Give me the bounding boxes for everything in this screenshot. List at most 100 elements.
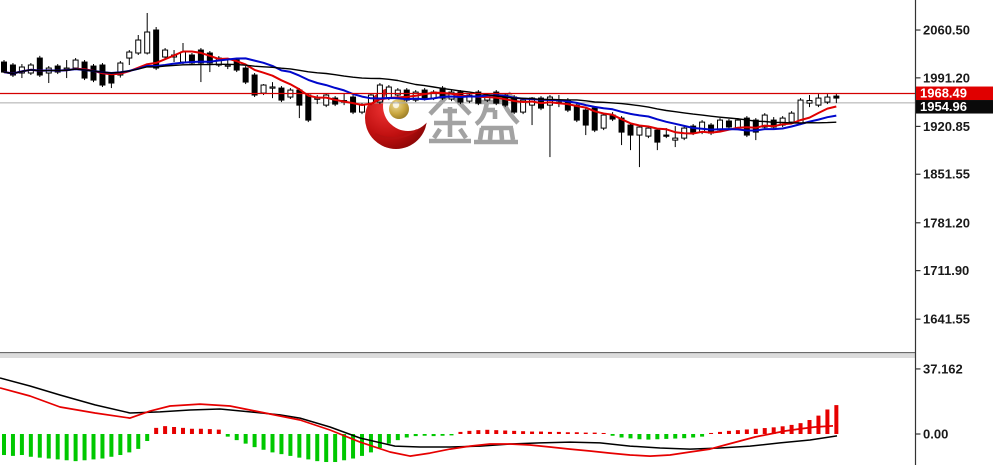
candle-down [296,89,303,106]
brand-characters-jinsheng [428,91,520,145]
osma-bar-up [601,432,606,435]
panel-splitter[interactable] [0,352,916,354]
candle-down [833,95,840,99]
osma-bar-up [726,430,731,435]
candle-up [224,64,231,67]
candle-up [636,126,643,136]
ma-slow-line [3,63,837,124]
osma-bar-up [735,430,740,435]
candle-down [573,104,580,121]
candle-down [350,96,357,113]
osma-bar-down [431,434,436,437]
candle-down [9,64,16,76]
candle-up [824,96,831,103]
osma-bar-down [270,434,275,453]
osma-bar-down [73,434,78,462]
osma-bar-down [225,434,230,437]
candle-up [126,51,133,59]
candle-up [260,84,267,94]
osma-bar-down [324,434,329,463]
osma-bar-down [691,434,696,438]
osma-bar-down [82,434,87,461]
current-price-tag [916,86,993,101]
osma-bar-down [700,434,705,437]
osma-bar-up [718,431,722,435]
candle-up [269,86,276,89]
osma-bar-down [342,434,347,461]
osma-bar-up [771,427,776,435]
candle-up [806,100,813,104]
osma-bar-down [315,434,320,462]
osma-bar-down [637,434,642,440]
osma-bar-down [673,434,678,439]
price-axis-label: 1641.55 [923,312,970,327]
osma-bar-up [780,426,785,435]
osma-bar-down [91,434,96,460]
price-axis-label: 1920.85 [923,119,970,134]
candle-up [672,137,679,141]
osma-bar-down [646,434,651,440]
price-axis-label: 1781.20 [923,215,970,230]
candle-down [108,74,115,84]
panel-splitter-body[interactable] [0,353,916,358]
candle-up [546,96,553,106]
osma-bar-down [360,434,364,456]
osma-bar-up [744,429,749,435]
osma-bar-up [825,409,830,435]
osma-bar-down [55,434,60,460]
osma-bar-up [198,428,203,435]
osma-bar-down [368,434,373,453]
price-axis-label: 1851.55 [923,167,970,182]
candle-up [117,62,124,76]
osma-bar-up [172,426,177,435]
osma-bar-down [413,434,418,437]
candle-up [815,97,822,106]
candle-up [394,89,401,96]
osma-bar-up [467,430,472,435]
osma-bar-down [422,434,427,436]
candle-up [520,99,527,113]
osma-bar-down [386,434,391,444]
osma-bar-down [234,434,239,441]
osma-bar-up [181,427,185,435]
candle-up [699,121,706,133]
osma-bar-down [628,434,633,439]
osma-bar-up [207,429,212,435]
osma-bar-down [109,434,114,457]
indicator-axis-label: 0.00 [923,427,948,442]
candle-down [627,124,634,136]
osma-bar-down [261,434,266,450]
osma-bar-down [37,434,42,458]
osma-bar-up [512,430,517,435]
osma-bar-up [709,432,714,435]
candles-series[interactable] [1,12,840,168]
osma-bar-down [333,434,338,463]
candle-down [153,29,160,69]
osma-bar-down [297,434,302,458]
osma-bar-down [243,434,248,444]
candle-up [63,67,70,70]
osma-bar-down [288,434,293,456]
candle-down [251,74,258,96]
osma-bar-up [816,415,821,435]
osma-bar-down [404,434,409,438]
osma-bar-up [565,432,570,435]
candle-down [511,96,518,113]
candle-down [654,129,661,143]
osma-bar-down [145,434,150,442]
osma-bar-down [610,434,615,436]
oscillator-histogram [2,405,839,463]
osma-bar-up [834,405,839,435]
candle-down [99,64,106,86]
osma-bar-down [440,434,445,436]
candle-up [359,104,365,113]
osma-bar-up [458,431,463,435]
osma-bar-down [100,434,105,459]
osma-bar-down [351,434,356,459]
candle-down [36,57,43,76]
osma-bar-up [189,428,194,435]
osma-bar-up [592,432,597,435]
candle-down [752,119,759,133]
osma-bar-up [574,432,579,435]
